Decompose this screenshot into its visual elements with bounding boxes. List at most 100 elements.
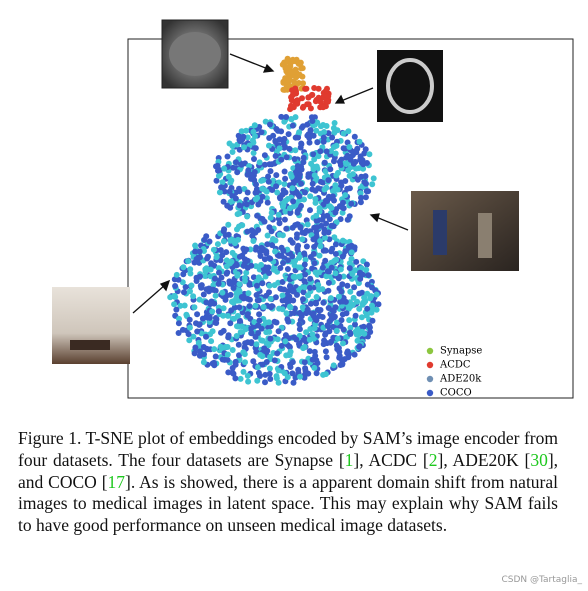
arrows xyxy=(132,53,409,314)
embedding-point xyxy=(323,98,330,105)
embedding-point xyxy=(307,127,314,134)
embedding-point xyxy=(298,141,305,148)
embedding-point xyxy=(346,213,353,220)
embedding-point xyxy=(303,85,310,92)
embedding-point xyxy=(275,252,282,259)
embedding-point xyxy=(278,342,285,349)
embedding-point xyxy=(304,221,311,228)
embedding-point xyxy=(250,358,257,365)
embedding-point xyxy=(301,278,308,285)
embedding-point xyxy=(250,172,257,179)
embedding-point xyxy=(252,229,259,236)
embedding-point xyxy=(266,319,272,326)
embedding-point xyxy=(295,366,302,373)
embedding-point xyxy=(217,247,224,254)
embedding-point xyxy=(373,291,380,298)
legend-swatch xyxy=(426,375,434,383)
embedding-point xyxy=(361,294,368,301)
embedding-point xyxy=(263,329,270,336)
embedding-point xyxy=(267,121,273,128)
embedding-point xyxy=(266,365,273,372)
embedding-point xyxy=(311,260,318,267)
embedding-point xyxy=(253,190,260,197)
embedding-point xyxy=(272,248,279,255)
embedding-point xyxy=(197,254,203,261)
embedding-point xyxy=(310,335,317,342)
embedding-point xyxy=(343,310,350,317)
embedding-point xyxy=(274,336,281,343)
embedding-point xyxy=(226,280,233,287)
embedding-point xyxy=(236,281,243,288)
embedding-point xyxy=(323,220,330,227)
embedding-point xyxy=(245,167,252,174)
embedding-point xyxy=(212,353,219,360)
embedding-point xyxy=(249,137,256,144)
caption-text: Figure 1. T-SNE plot of embeddings encod… xyxy=(18,428,558,470)
embedding-point xyxy=(214,162,221,169)
embedding-point xyxy=(245,378,252,385)
embedding-point xyxy=(290,203,297,210)
embedding-point xyxy=(301,250,308,257)
embedding-point xyxy=(321,129,328,135)
embedding-point xyxy=(332,150,339,157)
embedding-point xyxy=(316,252,323,259)
embedding-point xyxy=(264,241,271,248)
embedding-point xyxy=(328,264,335,271)
caption-text: ], and COCO [ xyxy=(18,449,559,492)
embedding-point xyxy=(276,220,283,227)
embedding-point xyxy=(369,181,376,188)
embedding-point xyxy=(311,156,318,163)
embedding-point xyxy=(302,189,308,196)
embedding-point xyxy=(324,322,331,329)
embedding-point xyxy=(292,169,299,176)
embedding-point xyxy=(314,360,321,367)
embedding-point xyxy=(171,292,178,299)
embedding-point xyxy=(367,295,374,302)
embedding-point xyxy=(332,251,339,257)
embedding-point xyxy=(248,330,255,337)
embedding-point xyxy=(365,272,372,279)
embedding-point xyxy=(282,175,289,182)
embedding-point xyxy=(173,306,180,313)
embedding-point xyxy=(231,304,238,311)
embedding-point xyxy=(366,322,373,329)
embedding-point xyxy=(307,300,314,307)
caption-text: ], ACDC [ xyxy=(353,449,429,470)
embedding-point xyxy=(315,94,322,101)
embedding-point xyxy=(366,151,373,158)
embedding-point xyxy=(360,165,367,172)
embedding-point xyxy=(317,307,324,313)
embedding-point xyxy=(282,338,289,345)
watermark: CSDN @Tartaglia_ xyxy=(501,575,582,585)
embedding-point xyxy=(289,370,296,377)
embedding-point xyxy=(358,314,365,321)
embedding-point xyxy=(244,228,251,235)
embedding-point xyxy=(323,354,330,361)
embedding-point xyxy=(242,326,249,333)
embedding-point xyxy=(299,304,306,311)
embedding-point xyxy=(236,188,243,195)
embedding-point xyxy=(313,163,320,170)
embedding-point xyxy=(328,312,335,319)
embedding-point xyxy=(273,126,280,132)
embedding-point xyxy=(290,198,297,205)
embedding-point xyxy=(344,348,351,355)
embedding-point xyxy=(260,177,266,184)
embedding-point xyxy=(244,311,251,318)
embedding-point xyxy=(327,166,334,173)
embedding-point xyxy=(357,156,364,163)
embedding-point xyxy=(281,168,288,175)
citation: 17 xyxy=(107,471,126,492)
embedding-point xyxy=(311,364,318,371)
embedding-point xyxy=(229,369,236,376)
embedding-point xyxy=(196,352,203,359)
embedding-point xyxy=(229,249,236,256)
embedding-point xyxy=(322,371,329,378)
embedding-point xyxy=(323,184,330,191)
embedding-point xyxy=(215,167,221,174)
embedding-point xyxy=(329,245,336,252)
embedding-point xyxy=(302,271,309,278)
embedding-point xyxy=(368,309,375,316)
embedding-point xyxy=(200,291,207,298)
embedding-point xyxy=(257,351,264,358)
